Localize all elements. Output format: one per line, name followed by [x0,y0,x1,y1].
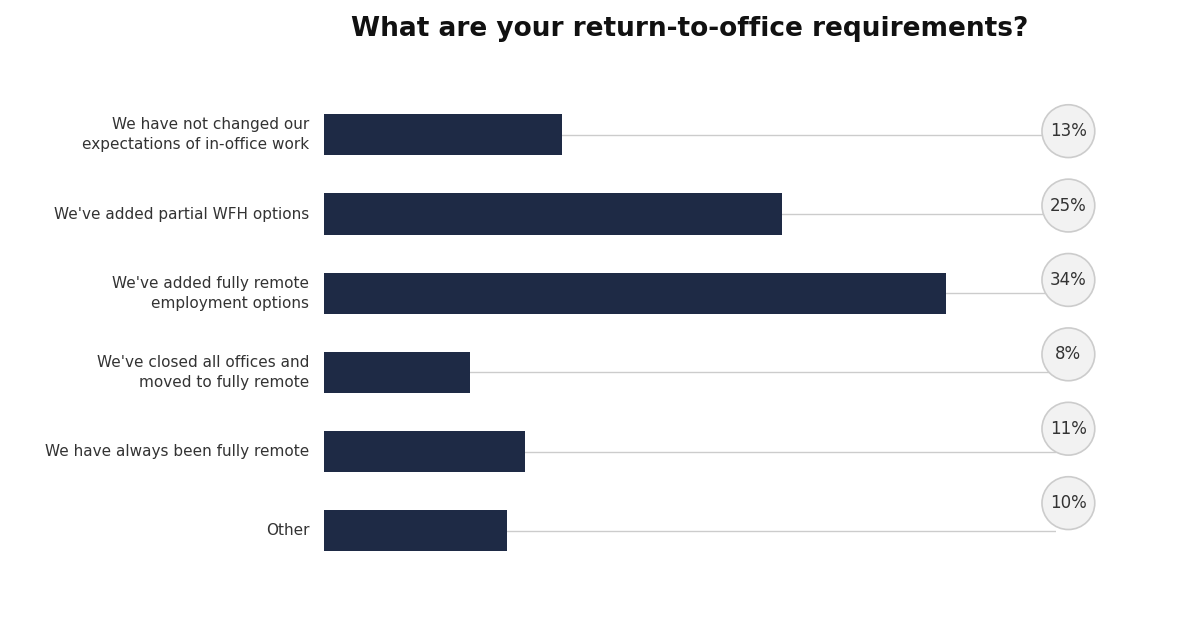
Bar [324,511,508,551]
Text: We've closed all offices and
moved to fully remote: We've closed all offices and moved to fu… [97,355,310,390]
Text: 34%: 34% [1050,271,1087,289]
Text: 13%: 13% [1050,122,1087,140]
Text: 8%: 8% [1055,345,1081,364]
Text: 10%: 10% [1050,494,1087,512]
Text: 25%: 25% [1050,197,1087,215]
Bar [324,273,947,314]
Text: We have always been fully remote: We have always been fully remote [46,444,310,459]
Title: What are your return-to-office requirements?: What are your return-to-office requireme… [352,16,1028,43]
Text: We've added fully remote
employment options: We've added fully remote employment opti… [113,276,310,311]
Bar [324,114,562,155]
Bar [324,193,781,235]
Text: 11%: 11% [1050,420,1087,438]
Text: We have not changed our
expectations of in-office work: We have not changed our expectations of … [83,117,310,152]
Bar [324,352,470,393]
Bar [324,431,526,472]
Text: Other: Other [266,523,310,538]
Text: We've added partial WFH options: We've added partial WFH options [54,207,310,222]
